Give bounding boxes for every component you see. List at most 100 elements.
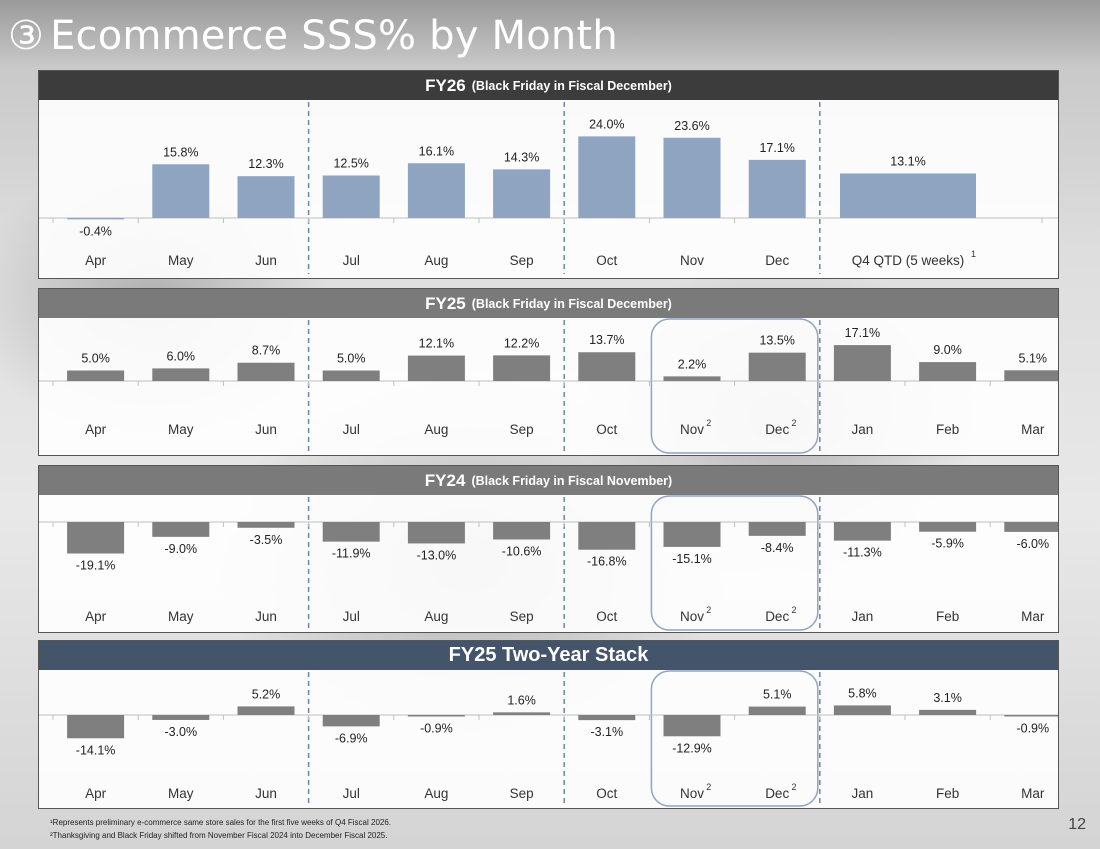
data-label: -5.9% — [931, 537, 964, 551]
bar-mar — [1004, 715, 1058, 717]
bar-jul — [322, 522, 380, 542]
fy26-subtitle: (Black Friday in Fiscal December) — [471, 78, 672, 93]
fy24-subtitle: (Black Friday in Fiscal November) — [471, 473, 673, 488]
category-label: Oct — [596, 422, 617, 437]
bar-sep — [493, 712, 551, 715]
category-label: May — [168, 786, 194, 801]
footnote-2: ²Thanksgiving and Black Friday shifted f… — [50, 831, 388, 840]
data-label: 13.5% — [759, 334, 794, 348]
data-label: -12.9% — [672, 741, 712, 755]
data-label: 12.1% — [419, 337, 454, 351]
footnote-marker: 2 — [791, 605, 796, 615]
category-label: Nov — [680, 422, 704, 437]
bar-sep — [493, 355, 551, 381]
bar-oct — [578, 715, 636, 721]
bar-jul — [322, 175, 380, 218]
category-label: Sep — [510, 609, 534, 624]
bar-dec — [748, 522, 806, 536]
bar-may — [152, 522, 210, 537]
category-label: Dec — [765, 422, 789, 437]
category-label: Oct — [596, 253, 617, 268]
footnote-marker: 2 — [706, 418, 711, 428]
data-label: -0.9% — [1016, 721, 1049, 735]
category-label: Dec — [765, 609, 789, 624]
category-label: Jul — [343, 422, 360, 437]
category-label: Apr — [85, 609, 107, 624]
bar-jul — [322, 715, 380, 727]
category-label: Aug — [424, 786, 448, 801]
footnote-marker: 2 — [706, 782, 711, 792]
category-label: Nov — [680, 253, 704, 268]
fy26-panel: FY26 (Black Friday in Fiscal December) -… — [38, 70, 1059, 279]
data-label: 13.7% — [589, 333, 624, 347]
bar-jun — [237, 706, 295, 715]
data-label: 15.8% — [163, 145, 198, 159]
category-label: Jan — [852, 609, 874, 624]
bar-nov — [663, 376, 721, 381]
two-year-stack-title: FY25 Two-Year Stack — [448, 644, 649, 666]
category-label: Feb — [936, 609, 959, 624]
data-label: 16.1% — [419, 144, 454, 158]
data-label: -0.4% — [79, 224, 112, 238]
data-label: -3.5% — [250, 533, 283, 547]
category-label: Aug — [424, 253, 448, 268]
bar-may — [152, 715, 210, 720]
category-label: Jan — [852, 422, 874, 437]
data-label: -15.1% — [672, 552, 712, 566]
data-label: -6.0% — [1016, 537, 1049, 551]
category-label: Apr — [85, 253, 107, 268]
bar-nov — [663, 715, 721, 737]
category-label: Feb — [936, 422, 959, 437]
two-year-stack-header: FY25 Two-Year Stack — [39, 641, 1058, 670]
category-label: Sep — [510, 422, 534, 437]
bar-dec — [748, 706, 806, 715]
data-label: 1.6% — [507, 693, 535, 707]
data-label: 8.7% — [252, 344, 281, 358]
bar-feb — [919, 522, 977, 532]
fy24-title: FY24 — [424, 470, 466, 490]
data-label: 5.8% — [848, 686, 877, 700]
category-label: Jun — [255, 422, 277, 437]
bar-aug — [407, 522, 465, 544]
fy24-header: FY24 (Black Friday in Fiscal November) — [39, 466, 1058, 495]
footnote-marker: 2 — [706, 605, 711, 615]
footnote-1: ¹Represents preliminary e-commerce same … — [50, 818, 392, 827]
highlight-box — [650, 495, 819, 631]
category-label: May — [168, 609, 194, 624]
bar-dec — [748, 159, 806, 218]
category-label: May — [168, 253, 194, 268]
data-label: -11.3% — [843, 546, 882, 560]
data-label: 23.6% — [674, 119, 709, 133]
data-label: -14.1% — [76, 743, 116, 757]
bar-feb — [919, 362, 977, 381]
data-label: 3.1% — [933, 691, 962, 705]
data-label: 17.1% — [845, 326, 880, 340]
data-label: -3.0% — [164, 725, 197, 739]
category-label: Oct — [596, 786, 617, 801]
data-label: 17.1% — [759, 141, 794, 155]
category-label: Aug — [424, 422, 448, 437]
bar-may — [152, 368, 210, 381]
page-number: 12 — [1068, 816, 1086, 833]
page-title: ③ Ecommerce SSS% by Month — [8, 8, 618, 64]
bar-aug — [407, 163, 465, 218]
bar-may — [152, 164, 210, 218]
category-label: Feb — [936, 786, 959, 801]
bar-apr — [67, 370, 125, 381]
fy25-chart: 5.0% Apr 6.0% May 8.7% Jun 5.0% Jul 12.1% Aug 12.2… — [39, 318, 1058, 454]
category-label: Jul — [343, 609, 360, 624]
bar-aug — [407, 355, 465, 381]
bar-feb — [919, 709, 977, 715]
footnote-marker: 2 — [791, 418, 796, 428]
bar-apr — [67, 715, 125, 739]
category-label: Apr — [85, 786, 107, 801]
bar-mar — [1004, 522, 1058, 532]
bar-aug — [407, 715, 465, 717]
bar-apr — [67, 522, 125, 554]
category-label: Oct — [596, 609, 617, 624]
category-label: Jul — [343, 786, 360, 801]
footnote-marker: 2 — [791, 782, 796, 792]
bar-nov — [663, 137, 721, 218]
bar-jun — [237, 176, 295, 218]
data-label: -16.8% — [587, 555, 627, 569]
